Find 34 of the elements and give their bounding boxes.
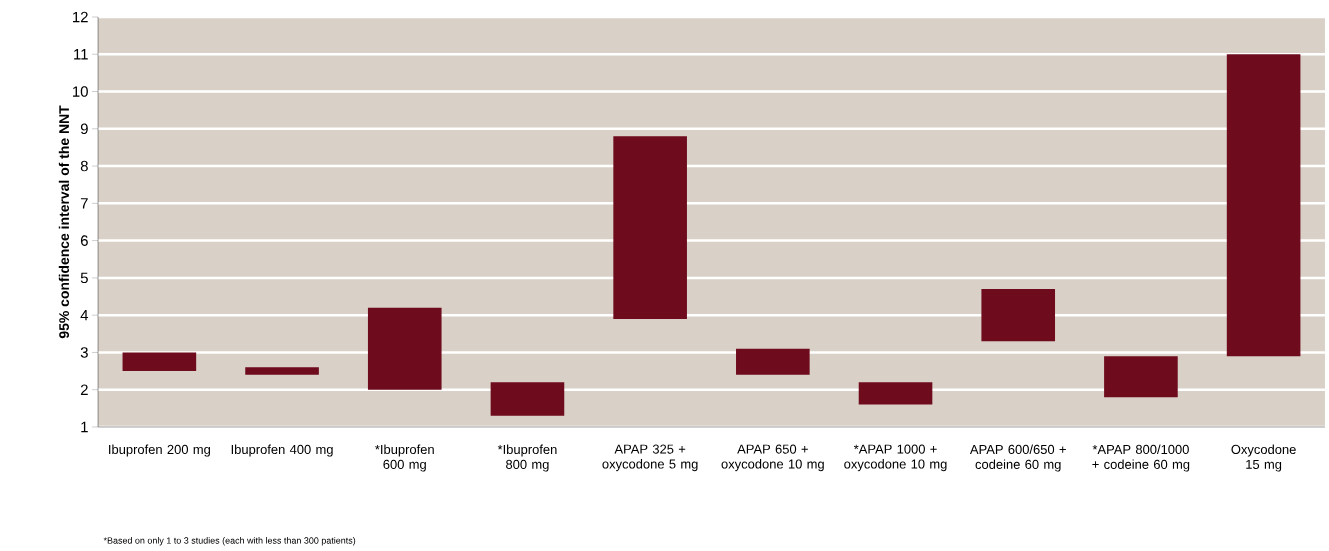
y-tick-label: 10 xyxy=(73,86,88,97)
y-tick-label: 1 xyxy=(81,421,88,433)
y-tick-label: 5 xyxy=(80,272,88,284)
text: *Based on only 1 to 3 studies (each with less than 300 patients) xyxy=(103,537,356,546)
y-tick-label: 2 xyxy=(80,384,88,395)
x-tick-label: *APAP 1000 + oxycodone 10 mg xyxy=(844,444,947,472)
bar xyxy=(736,348,810,375)
x-tick-label: APAP 650 + oxycodone 10 mg xyxy=(721,444,824,472)
x-tick-label: Ibuprofen 200 mg xyxy=(109,444,210,457)
y-tick-label: 9 xyxy=(80,123,88,135)
x-tick-label: Oxycodone 15 mg xyxy=(1231,444,1296,472)
bar xyxy=(858,382,933,405)
bar xyxy=(245,367,319,375)
y-tick-label: 12 xyxy=(73,11,88,23)
y-tick-label: 8 xyxy=(80,160,88,172)
bar xyxy=(1104,356,1178,398)
bar xyxy=(490,382,565,416)
y-axis-title: 95% confidence interval of the NNT xyxy=(58,105,70,339)
x-tick-label: APAP 600/650 + codeine 60 mg xyxy=(969,444,1066,472)
bar xyxy=(981,289,1056,342)
y-tick-label: 7 xyxy=(80,198,88,209)
bar xyxy=(367,307,442,390)
bar xyxy=(122,352,197,372)
y-tick-label: 11 xyxy=(74,49,88,60)
y-tick-label: 4 xyxy=(80,310,89,321)
y-tick-label: 3 xyxy=(80,347,88,358)
x-tick-label: *APAP 800/1000 + codeine 60 mg xyxy=(1092,444,1190,472)
x-tick-label: *Ibuprofen 600 mg xyxy=(375,444,434,472)
y-tick-label: 6 xyxy=(80,235,88,246)
x-tick-label: *Ibuprofen 800 mg xyxy=(497,444,557,472)
bar xyxy=(613,136,687,319)
bar xyxy=(1226,54,1301,357)
x-tick-label: Ibuprofen 400 mg xyxy=(231,444,333,457)
x-tick-label: APAP 325 + oxycodone 5 mg xyxy=(602,444,698,472)
